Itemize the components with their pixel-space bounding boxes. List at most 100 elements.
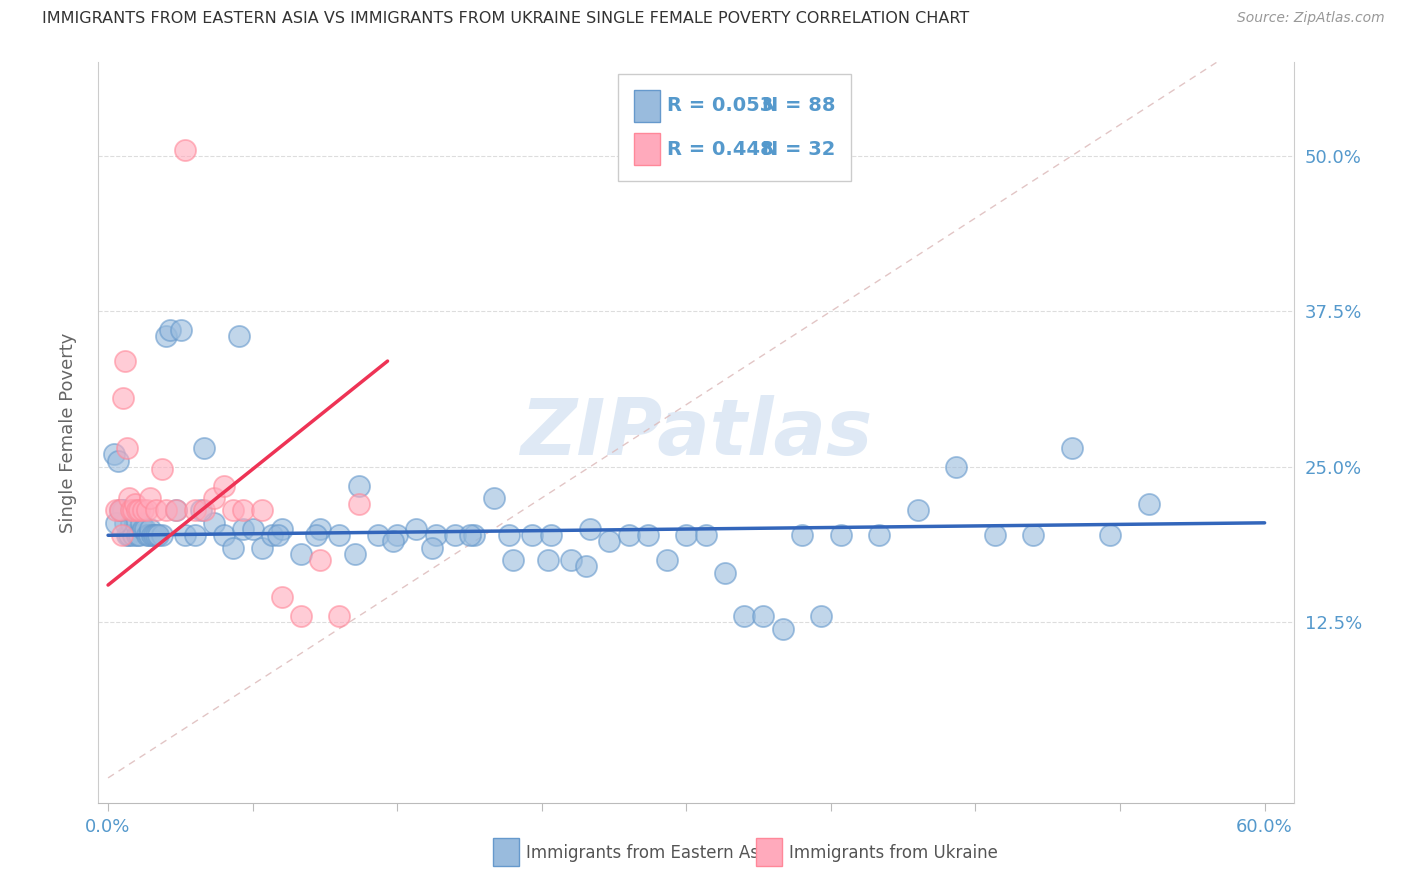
Point <box>420 541 443 555</box>
Point <box>125 503 148 517</box>
Point <box>145 528 167 542</box>
Point <box>328 528 350 542</box>
Text: Immigrants from Eastern Asia: Immigrants from Eastern Asia <box>526 844 775 863</box>
Point <box>1022 528 1045 542</box>
Point <box>159 323 181 337</box>
Point <box>104 516 127 530</box>
Point <box>463 528 485 542</box>
Point <box>174 528 197 542</box>
Point <box>232 503 254 517</box>
Point <box>790 528 813 542</box>
Point <box>132 503 155 517</box>
Point <box>1099 528 1122 542</box>
Point <box>242 522 264 536</box>
Point <box>260 528 283 542</box>
Point <box>907 503 929 517</box>
Point <box>267 528 290 542</box>
Point <box>132 522 155 536</box>
Point <box>579 522 602 536</box>
Point <box>482 491 505 505</box>
Point <box>540 528 562 542</box>
Point <box>382 534 405 549</box>
Point <box>232 522 254 536</box>
Point <box>212 478 235 492</box>
Point <box>155 503 177 517</box>
Point <box>114 354 136 368</box>
Text: Immigrants from Ukraine: Immigrants from Ukraine <box>789 844 998 863</box>
Point <box>598 534 620 549</box>
Point <box>155 329 177 343</box>
Point <box>110 528 132 542</box>
Point <box>202 491 225 505</box>
Point <box>830 528 852 542</box>
Point <box>148 528 170 542</box>
Point <box>655 553 678 567</box>
Point <box>252 503 274 517</box>
Bar <box>494 838 519 866</box>
Point <box>184 528 207 542</box>
Point <box>184 503 207 517</box>
Point <box>675 528 697 542</box>
Text: R = 0.053: R = 0.053 <box>668 95 773 115</box>
Point <box>125 528 148 542</box>
Point <box>145 503 167 517</box>
Point <box>193 503 215 517</box>
Point <box>367 528 389 542</box>
Point <box>112 392 135 406</box>
Point <box>222 503 245 517</box>
Point <box>637 528 659 542</box>
Point <box>502 553 524 567</box>
Point <box>810 609 832 624</box>
Point <box>498 528 520 542</box>
Text: IMMIGRANTS FROM EASTERN ASIA VS IMMIGRANTS FROM UKRAINE SINGLE FEMALE POVERTY CO: IMMIGRANTS FROM EASTERN ASIA VS IMMIGRAN… <box>42 11 969 26</box>
Text: Source: ZipAtlas.com: Source: ZipAtlas.com <box>1237 11 1385 25</box>
Point <box>984 528 1007 542</box>
Point <box>385 528 409 542</box>
Point <box>118 528 141 542</box>
Text: R = 0.448: R = 0.448 <box>668 140 773 159</box>
Point <box>114 516 136 530</box>
Text: N = 88: N = 88 <box>762 95 835 115</box>
Point <box>128 503 150 517</box>
Point <box>135 503 157 517</box>
Point <box>328 609 350 624</box>
Point <box>108 503 131 517</box>
Point <box>103 447 125 461</box>
Bar <box>634 133 661 165</box>
Point <box>212 528 235 542</box>
Point <box>135 528 157 542</box>
Point <box>120 503 142 517</box>
Point <box>347 497 370 511</box>
Point <box>190 503 212 517</box>
Point <box>150 528 173 542</box>
Point <box>120 516 142 530</box>
Point <box>1137 497 1160 511</box>
Point <box>868 528 890 542</box>
Point <box>139 522 162 536</box>
Point <box>617 528 640 542</box>
Point <box>174 143 197 157</box>
Point <box>733 609 755 624</box>
FancyBboxPatch shape <box>619 73 852 181</box>
Point <box>110 503 132 517</box>
Point <box>945 459 967 474</box>
Point <box>290 609 312 624</box>
Point <box>107 453 129 467</box>
Point <box>104 503 127 517</box>
Point <box>108 503 131 517</box>
Point <box>165 503 187 517</box>
Point <box>139 491 162 505</box>
Point <box>425 528 447 542</box>
Point <box>270 522 292 536</box>
Text: ZIPatlas: ZIPatlas <box>520 394 872 471</box>
Point <box>252 541 274 555</box>
Bar <box>634 90 661 122</box>
Point <box>112 503 135 517</box>
Point <box>520 528 543 542</box>
Point <box>309 553 332 567</box>
Point <box>193 441 215 455</box>
Point <box>405 522 427 536</box>
Point <box>228 329 250 343</box>
Point <box>143 528 166 542</box>
Point <box>122 503 145 517</box>
